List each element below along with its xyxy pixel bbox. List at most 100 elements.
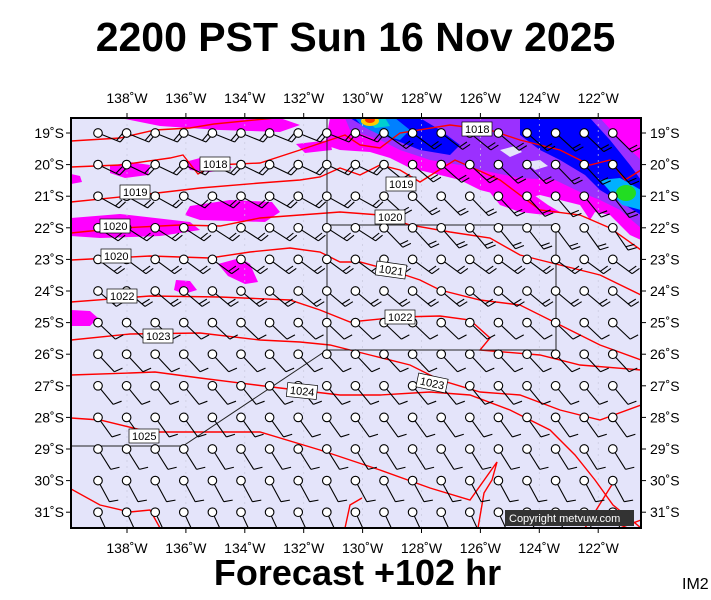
station-marker xyxy=(436,222,447,233)
station-marker xyxy=(321,254,332,265)
isobar-label: 1020 xyxy=(100,248,132,264)
station-marker xyxy=(522,254,532,265)
station-marker xyxy=(121,159,132,170)
wind-barb xyxy=(207,444,234,470)
station-marker xyxy=(607,191,618,202)
station-marker xyxy=(236,128,246,138)
station-marker xyxy=(550,412,561,423)
wind-barb xyxy=(436,317,467,340)
wind-barb xyxy=(379,128,414,150)
station-marker xyxy=(550,349,561,360)
station-marker xyxy=(379,222,389,233)
wind-barb xyxy=(150,349,180,373)
wind-barb xyxy=(522,412,550,438)
station-marker xyxy=(236,286,246,296)
station-marker xyxy=(579,159,590,170)
station-marker xyxy=(207,444,218,454)
station-marker xyxy=(93,349,103,360)
latitude-label: 27˚S xyxy=(34,378,64,394)
station-marker xyxy=(350,444,361,454)
wind-barb xyxy=(493,128,528,151)
wind-barb xyxy=(379,286,411,307)
station-marker xyxy=(93,444,103,454)
wind-barb xyxy=(236,507,249,528)
station-marker xyxy=(379,380,389,391)
wind-barb xyxy=(464,444,492,470)
wind-barb xyxy=(150,475,176,503)
longitude-label: 132˚W xyxy=(283,90,325,106)
wind-barb xyxy=(522,475,548,503)
isobar-label: 1022 xyxy=(384,309,416,325)
wind-barb xyxy=(93,128,127,143)
station-marker xyxy=(579,286,590,296)
wind-barb xyxy=(293,191,327,209)
station-marker xyxy=(379,412,389,423)
latitude-label: 25˚S xyxy=(34,315,64,331)
latitude-label: 22˚S xyxy=(650,220,680,236)
longitude-label: 128˚W xyxy=(401,90,443,106)
station-marker xyxy=(236,254,246,265)
wind-barb xyxy=(493,159,527,184)
wind-barb xyxy=(178,349,209,373)
station-marker xyxy=(464,191,475,202)
wind-barb xyxy=(436,254,469,275)
wind-barb xyxy=(436,286,468,307)
station-marker xyxy=(264,159,275,170)
station-marker xyxy=(293,222,304,233)
wind-barb xyxy=(236,222,269,242)
wind-barb xyxy=(93,317,124,340)
station-marker xyxy=(150,507,161,518)
station-marker xyxy=(121,349,132,360)
station-marker xyxy=(522,159,532,170)
station-marker xyxy=(178,444,189,454)
station-marker xyxy=(607,254,618,265)
station-marker xyxy=(407,254,418,265)
wind-barb xyxy=(350,286,382,307)
wind-barb xyxy=(293,222,326,242)
wind-barb xyxy=(379,412,407,438)
wind-barb xyxy=(522,159,555,185)
latitude-label: 20˚S xyxy=(34,157,64,173)
station-marker xyxy=(522,475,532,486)
station-marker xyxy=(436,349,447,360)
station-marker xyxy=(293,128,304,138)
station-marker xyxy=(207,128,218,138)
wind-barb xyxy=(264,286,296,307)
wind-barb xyxy=(93,159,127,176)
wind-barb xyxy=(464,507,478,528)
wind-barb xyxy=(93,380,122,405)
wind-barb xyxy=(236,254,268,275)
isobar-labels: 1018 1018 1019 1019 1020 1020 1020 1021 … xyxy=(99,121,493,444)
station-marker xyxy=(522,317,532,328)
wind-barb xyxy=(321,349,352,373)
station-marker xyxy=(350,349,361,360)
wind-barb xyxy=(150,254,183,275)
wind-barb xyxy=(522,222,553,250)
station-marker xyxy=(607,412,618,423)
isobar-label: 1022 xyxy=(106,288,138,304)
wind-barb xyxy=(436,412,464,438)
station-marker xyxy=(579,191,590,202)
wind-barb xyxy=(321,317,353,340)
latitude-label: 30˚S xyxy=(650,473,680,489)
station-marker xyxy=(93,507,103,518)
wind-barb xyxy=(522,317,553,340)
forecast-hour-label: Forecast +102 hr xyxy=(213,552,502,593)
station-marker xyxy=(464,380,475,391)
station-marker xyxy=(350,191,361,202)
wind-barb xyxy=(150,191,184,209)
wind-barb xyxy=(178,254,211,275)
station-marker xyxy=(178,254,189,265)
wind-barb xyxy=(321,191,355,209)
axis-labels: 138˚W 138˚W 136˚W 136˚W 134˚W 134˚W 132˚W 132˚W… xyxy=(34,90,679,556)
wind-barb xyxy=(236,380,265,405)
wind-barb xyxy=(321,380,351,405)
wind-barb xyxy=(579,317,610,340)
station-marker xyxy=(436,159,447,170)
wind-barb xyxy=(436,159,470,183)
wind-barb xyxy=(493,507,507,528)
station-marker xyxy=(379,349,389,360)
wind-barb xyxy=(522,349,552,373)
station-marker xyxy=(436,475,447,486)
svg-text:1021: 1021 xyxy=(378,263,404,278)
